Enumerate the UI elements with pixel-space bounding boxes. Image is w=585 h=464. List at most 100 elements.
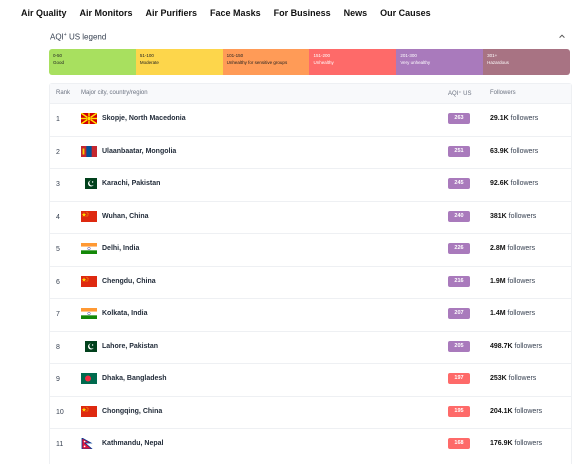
city-link[interactable]: Ulaanbaatar, Mongolia [102,147,177,155]
aqi-badge: 216 [448,275,470,287]
flag-bd-icon [81,373,97,384]
city-link[interactable]: Dhaka, Bangladesh [102,375,167,382]
city-link[interactable]: Kathmandu, Nepal [102,440,164,447]
followers-count: 498.7K followers [490,342,543,350]
legend-range: 101-150 [226,53,244,58]
followers-count: 1.9M followers [490,277,536,285]
followers-count: 381K followers [490,212,537,220]
aqi-badge: 205 [448,340,470,352]
city-link[interactable]: Kolkata, India [102,310,148,317]
legend-range: 0-50 [53,53,63,58]
table-row[interactable]: 4 Wuhan, China 240 381K followers [50,200,571,234]
aqi-badge: 207 [448,308,470,319]
city-link[interactable]: Chongqing, China [102,407,163,415]
city-link[interactable]: Delhi, India [102,245,140,252]
header-city: Major city, country/region [81,90,148,96]
nav-for-business[interactable]: For Business [273,8,331,18]
legend-segment: 151-200 Unhealthy [309,49,397,75]
aqi-badge: 251 [448,145,470,157]
rank-number: 1 [56,116,60,123]
legend-title: AQI+ US legend [50,32,107,42]
legend-label: Very unhealthy [400,60,431,65]
legend-label: Good [53,60,65,65]
legend-segment: 101-150 Unhealthy for sensitive groups [222,49,310,75]
flag-mk-icon [81,113,97,124]
flag-in-icon [81,243,97,254]
aqi-badge: 245 [448,178,470,189]
aqi-badge: 195 [448,405,470,417]
header-followers: Followers [490,90,516,96]
legend-range: 151-200 [313,53,330,58]
flag-cn-icon [81,210,97,222]
nav-air-quality[interactable]: Air Quality [21,8,67,18]
city-link[interactable]: Chengdu, China [102,277,156,285]
rank-number: 10 [56,408,64,416]
followers-count: 29.1K followers [490,115,539,122]
followers-count: 92.6K followers [490,180,539,187]
legend-segment: 201-300 Very unhealthy [396,49,484,75]
nav-air-purifiers[interactable]: Air Purifiers [145,8,198,18]
legend-label: Unhealthy for sensitive groups [226,60,288,65]
rank-number: 11 [56,441,64,448]
header-rank: Rank [56,90,71,96]
rank-number: 6 [56,278,60,286]
followers-count: 253K followers [490,375,537,382]
followers-count: 176.9K followers [490,440,543,447]
aqi-badge: 226 [448,243,470,254]
legend-segment: 0-50 Good [49,49,136,75]
city-link[interactable]: Lahore, Pakistan [102,342,159,350]
table-row[interactable]: 7 Kolkata, India 207 1.4M followers [50,298,571,331]
header-aqi: AQI⁺ US [448,91,472,97]
rank-number: 9 [56,376,60,383]
table-row[interactable]: 3 Karachi, Pakistan 245 92.6K followers [50,168,571,201]
table-row[interactable]: 8 Lahore, Pakistan 205 498.7K followers [50,330,571,364]
nav-air-monitors[interactable]: Air Monitors [79,8,133,18]
rank-number: 3 [56,181,60,188]
city-link[interactable]: Wuhan, China [102,212,149,220]
rank-number: 2 [56,148,60,156]
rank-number: 4 [56,213,60,221]
chevron-up-icon[interactable] [558,32,566,40]
ranking-table: Rank Major city, country/region AQI⁺ US … [49,83,572,464]
table-row[interactable]: 10 Chongqing, China 195 204.1K followers [50,395,571,429]
table-row[interactable]: 5 Delhi, India 226 2.8M followers [50,233,571,266]
legend-range: 201-300 [400,53,417,58]
top-nav: Air Quality Air Monitors Air Purifiers F… [21,8,431,24]
followers-count: 204.1K followers [490,407,543,415]
legend-range: 301+ [487,53,498,58]
rank-number: 5 [56,246,60,253]
city-link[interactable]: Karachi, Pakistan [102,180,161,187]
flag-pk-icon [81,178,97,189]
table-row[interactable]: 11 Kathmandu, Nepal 168 176.9K followers [50,428,571,461]
aqi-badge: 263 [448,113,470,124]
city-link[interactable]: Skopje, North Macedonia [102,115,186,122]
table-row[interactable]: 2 Ulaanbaatar, Mongolia 251 63.9K followers [50,135,571,169]
aqi-badge: 240 [448,210,470,222]
table-row[interactable]: 1 Skopje, North Macedonia 263 29.1K followe… [50,103,571,136]
legend-label: Moderate [139,60,159,65]
aqi-badge: 197 [448,373,470,384]
legend-label: Hazardous [487,60,509,65]
nav-news[interactable]: News [343,8,368,18]
flag-in-icon [81,308,97,319]
flag-cn-icon [81,405,97,417]
nav-face-masks[interactable]: Face Masks [210,8,261,18]
flag-mn-icon [81,145,97,157]
rank-number: 7 [56,311,60,318]
nav-our-causes[interactable]: Our Causes [380,8,431,18]
flag-cn-icon [81,275,97,287]
legend-header: AQI+ US legend [50,32,570,44]
legend-label: Unhealthy [313,60,334,65]
followers-count: 1.4M followers [490,310,536,317]
legend-segment: 51-100 Moderate [135,49,223,75]
flag-np-icon [81,438,97,449]
followers-count: 2.8M followers [490,245,536,252]
aqi-legend-bar: 0-50 Good 51-100 Moderate 101-150 Unhealthy f… [49,49,570,75]
table-header: Rank Major city, country/region AQI⁺ US … [50,84,571,103]
table-row[interactable]: 6 Chengdu, China 216 1.9M followers [50,265,571,299]
aqi-badge: 168 [448,438,470,449]
flag-pk-icon [81,340,97,352]
followers-count: 63.9K followers [490,147,539,155]
legend-segment: 301+ Hazardous [483,49,570,75]
table-row[interactable]: 9 Dhaka, Bangladesh 197 253K followers [50,363,571,396]
